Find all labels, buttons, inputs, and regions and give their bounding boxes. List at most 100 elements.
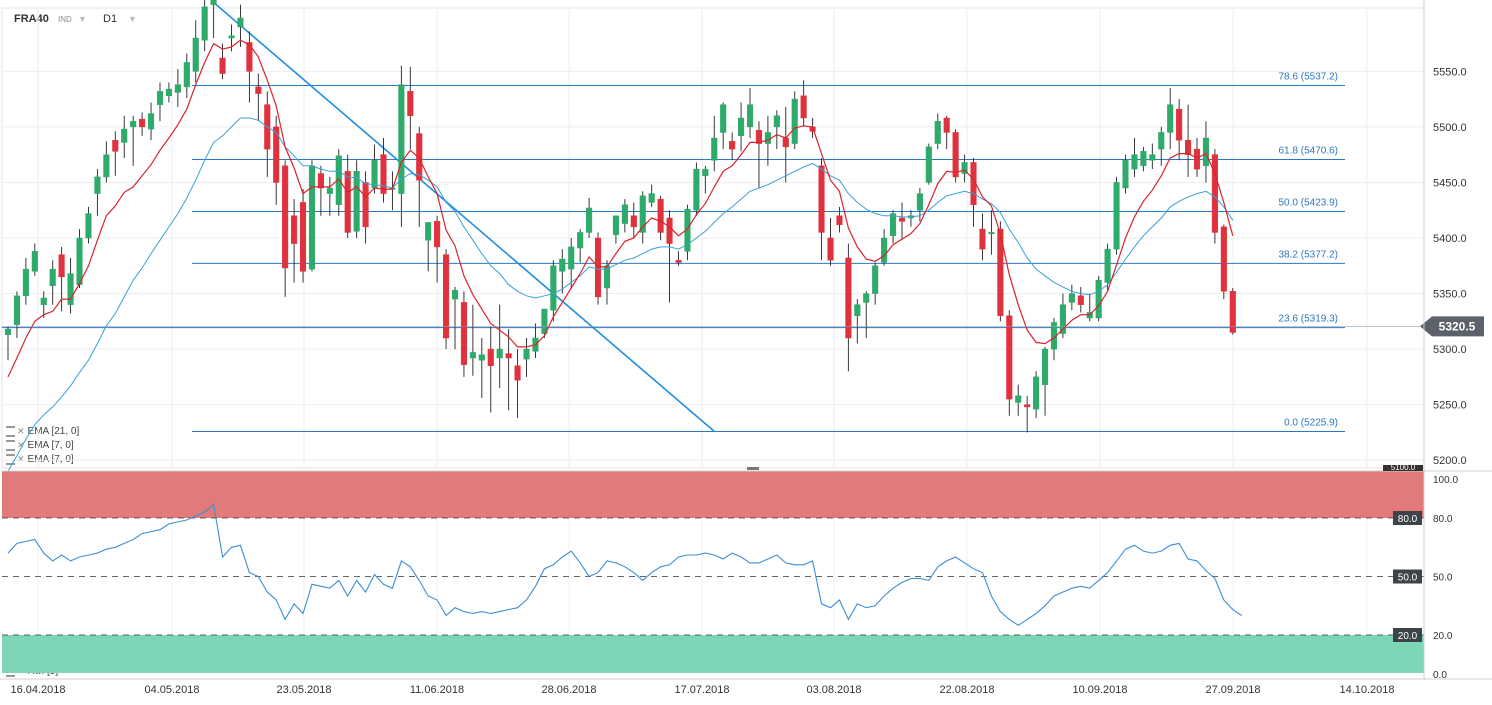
candle-body [460, 302, 467, 365]
candle [1015, 384, 1022, 416]
candle-body [657, 198, 664, 233]
candle-body [1158, 132, 1165, 150]
candle [845, 243, 852, 372]
candle-body [317, 173, 324, 189]
candle [282, 160, 289, 297]
indicator-ema-7[interactable]: ✕ EMA [7, 0] [6, 454, 74, 465]
candle [970, 158, 977, 227]
candle [1220, 224, 1227, 300]
candle [487, 326, 494, 413]
candle [872, 262, 879, 305]
candle [657, 195, 664, 241]
candle [997, 221, 1004, 322]
x-tick-label: 23.05.2018 [276, 684, 331, 696]
candle-body [407, 91, 414, 117]
symbol-label[interactable]: FRA40 [14, 13, 49, 25]
candle-body [344, 171, 351, 233]
candle [666, 210, 673, 303]
candle [58, 246, 65, 312]
candle-body [398, 84, 405, 194]
candle [773, 110, 780, 150]
candle-body [1024, 404, 1031, 408]
candle [952, 129, 959, 183]
candle [1229, 288, 1236, 335]
candle-body [487, 348, 494, 367]
chevron-down-icon[interactable]: ▼ [128, 14, 137, 24]
candle-body [183, 62, 190, 88]
close-icon[interactable]: ✕ [17, 454, 25, 465]
candle-body [693, 168, 700, 211]
candle [1041, 346, 1049, 416]
candle-body [925, 146, 932, 183]
candle-body [773, 115, 780, 128]
candle [1077, 286, 1084, 313]
candle [371, 144, 378, 194]
x-tick-label: 22.08.2018 [939, 684, 994, 696]
candle-body [478, 354, 485, 361]
candle-body [451, 289, 459, 300]
candle [738, 102, 745, 152]
candle-body [612, 215, 619, 235]
candle [291, 199, 298, 283]
candle-body [836, 215, 843, 225]
candle [898, 202, 906, 241]
rsi-y-tick-label: 80.0 [1433, 514, 1453, 525]
rsi-level-badge-label: 50.0 [1398, 573, 1418, 584]
candle [335, 149, 342, 216]
close-icon[interactable]: ✕ [17, 440, 25, 451]
candle [1113, 176, 1120, 255]
candle [380, 138, 387, 203]
candle-body [219, 57, 226, 74]
candle-body [1059, 304, 1066, 334]
candle [621, 199, 628, 233]
indicator-ema-21[interactable]: ✕ EMA [21, 0] [6, 426, 79, 437]
candle [174, 69, 181, 107]
candle [577, 229, 584, 263]
candle [255, 73, 262, 122]
candle [389, 171, 396, 211]
candle-body [845, 257, 852, 339]
candle-body [1104, 248, 1111, 283]
candle [67, 258, 74, 314]
candle [443, 249, 450, 350]
fib-level-label: 78.6 (5537.2) [1279, 72, 1339, 83]
x-tick-label: 03.08.2018 [806, 684, 861, 696]
candle-body [353, 171, 360, 232]
candle [630, 202, 637, 238]
candle-body [898, 217, 906, 222]
candle [1176, 99, 1183, 161]
candle-body [890, 213, 897, 237]
candle-body [514, 365, 521, 381]
candle-body [443, 254, 450, 339]
candle-body [568, 246, 575, 270]
close-icon[interactable]: ✕ [17, 426, 25, 437]
candle [961, 154, 968, 183]
candle-body [764, 132, 771, 144]
candle [881, 229, 888, 266]
candle-body [1229, 291, 1236, 333]
candle-body [192, 37, 199, 72]
candle-body [702, 168, 709, 177]
candle [586, 198, 593, 238]
candle [934, 113, 941, 150]
y-tick-label: 5500.0 [1433, 122, 1467, 134]
candle [1059, 293, 1066, 338]
candle [1033, 371, 1040, 418]
candle [746, 88, 754, 138]
candle-body [872, 265, 879, 294]
candle [541, 308, 548, 338]
candle [478, 338, 485, 398]
fib-level-label: 23.6 (5319.3) [1279, 314, 1339, 325]
timeframe-label[interactable]: D1 [103, 13, 118, 25]
candle-body [934, 121, 941, 144]
candle [434, 215, 441, 283]
candle [1149, 143, 1156, 170]
candle [22, 258, 29, 305]
candle-body [147, 113, 155, 130]
indicator-ema-7[interactable]: ✕ EMA [7, 0] [6, 440, 74, 451]
panel-resize-handle[interactable] [747, 467, 759, 470]
candle-body [130, 121, 137, 128]
candle-body [1033, 376, 1040, 410]
chevron-down-icon[interactable]: ▼ [78, 14, 87, 24]
